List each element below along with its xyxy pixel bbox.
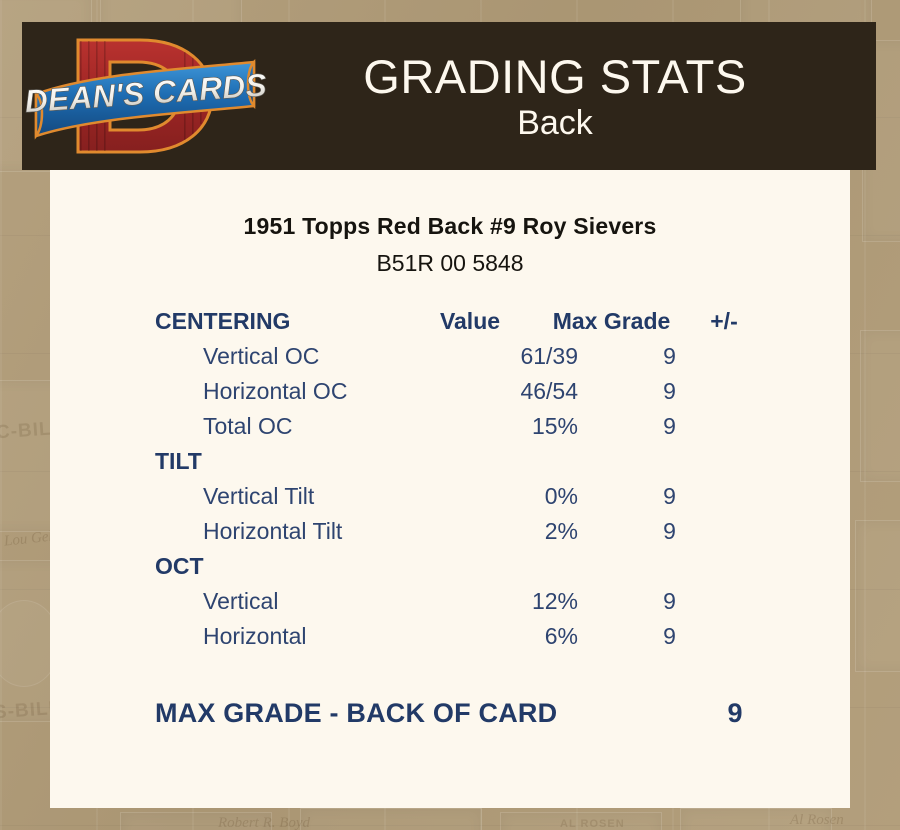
row-value: 2% <box>544 518 578 544</box>
table-row: Vertical OC 61/39 9 <box>155 343 830 378</box>
background-signature: Al Rosen <box>790 812 844 828</box>
row-value: 12% <box>531 588 578 614</box>
column-header-plus-minus: +/- <box>710 308 738 334</box>
row-label: Vertical Tilt <box>203 483 315 509</box>
header-title-group: GRADING STATS Back <box>274 53 876 140</box>
row-label: Vertical <box>203 588 279 614</box>
row-max-grade: 9 <box>663 588 676 614</box>
table-row: Horizontal Tilt 2% 9 <box>155 518 830 553</box>
row-max-grade: 9 <box>663 483 676 509</box>
row-value: 6% <box>544 623 578 649</box>
table-header-row: CENTERING Value Max Grade +/- <box>155 308 830 343</box>
background-card-shape <box>500 812 662 830</box>
background-card-shape <box>855 520 900 672</box>
table-row: Horizontal OC 46/54 9 <box>155 378 830 413</box>
card-serial-number: B51R 00 5848 <box>376 250 524 276</box>
section-header-row: TILT <box>155 448 830 483</box>
row-label: Horizontal OC <box>203 378 348 404</box>
background-card-shape <box>860 330 900 482</box>
page-subtitle: Back <box>517 103 593 142</box>
max-grade-value: 9 <box>727 698 743 728</box>
table-row: Total OC 15% 9 <box>155 413 830 448</box>
card-title: 1951 Topps Red Back #9 Roy Sievers <box>243 213 657 239</box>
max-grade-label: MAX GRADE - BACK OF CARD <box>155 698 558 728</box>
logo-icon: DEAN'S CARDS <box>23 38 269 154</box>
grading-stats-table: CENTERING Value Max Grade +/- Vertical O… <box>50 308 850 658</box>
column-header-max-grade: Max Grade <box>552 308 671 334</box>
header-bar: DEAN'S CARDS GRADING STATS Back <box>22 22 876 170</box>
row-value: 61/39 <box>520 343 578 369</box>
deans-cards-logo[interactable]: DEAN'S CARDS <box>22 22 274 170</box>
background-card-shape <box>300 808 482 830</box>
background-card-shape <box>680 808 832 830</box>
row-value: 15% <box>531 413 578 439</box>
section-header-row: OCT <box>155 553 830 588</box>
content-panel: 1951 Topps Red Back #9 Roy Sievers B51R … <box>50 170 850 808</box>
column-header-value: Value <box>439 308 501 334</box>
row-max-grade: 9 <box>663 623 676 649</box>
table-row: Horizontal 6% 9 <box>155 623 830 658</box>
page-title: GRADING STATS <box>363 49 747 103</box>
table-row: Vertical 12% 9 <box>155 588 830 623</box>
background-signature: Robert R. Boyd <box>218 815 311 830</box>
max-grade-summary-row: MAX GRADE - BACK OF CARD 9 <box>50 698 850 729</box>
background-card-shape <box>120 812 272 830</box>
row-value: 0% <box>544 483 578 509</box>
section-header-centering: CENTERING <box>155 308 291 334</box>
row-max-grade: 9 <box>663 378 676 404</box>
table-row: Vertical Tilt 0% 9 <box>155 483 830 518</box>
row-label: Horizontal Tilt <box>203 518 343 544</box>
section-header-tilt: TILT <box>155 448 202 474</box>
row-max-grade: 9 <box>663 343 676 369</box>
row-value: 46/54 <box>520 378 578 404</box>
row-label: Horizontal <box>203 623 307 649</box>
row-label: Vertical OC <box>203 343 320 369</box>
row-max-grade: 9 <box>663 518 676 544</box>
section-header-oct: OCT <box>155 553 204 579</box>
row-label: Total OC <box>203 413 293 439</box>
background-label: AL ROSEN <box>560 818 625 830</box>
row-max-grade: 9 <box>663 413 676 439</box>
